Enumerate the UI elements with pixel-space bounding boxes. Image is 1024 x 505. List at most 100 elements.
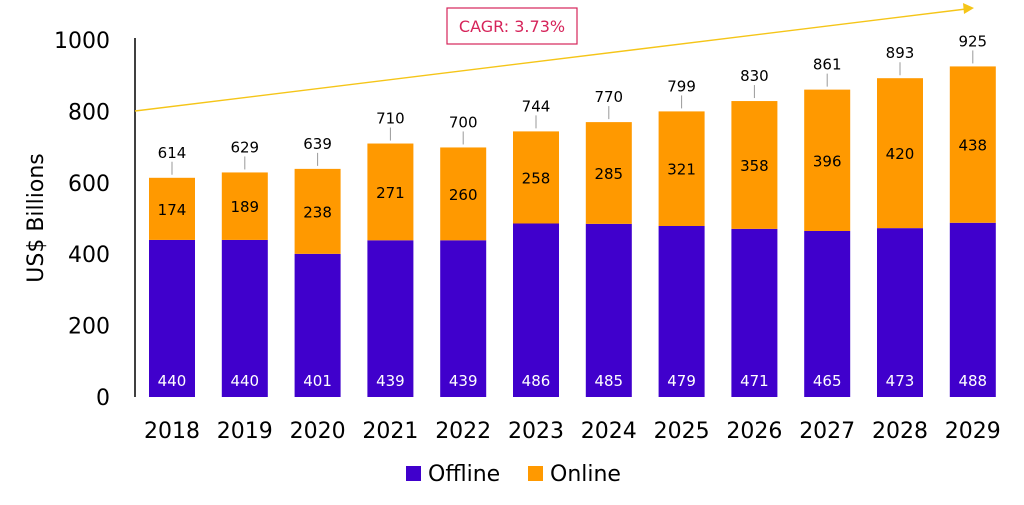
cagr-arrow-line (134, 8, 967, 112)
cagr-box (446, 7, 578, 45)
x-axis: 2018 2019 2020 2021 2022 2023 2024 2025 2026 2027… (144, 419, 1001, 444)
bar-online (440, 147, 487, 241)
x-tick-label: 2023 (508, 419, 564, 444)
total-value-label: 861 (813, 56, 842, 74)
bar-group-2022: 439 260 700 (440, 113, 487, 397)
bar-online (149, 177, 195, 240)
bar-offline (440, 240, 487, 397)
total-value-label: 744 (522, 97, 551, 115)
legend-swatch-offline (406, 466, 421, 481)
bar-group-2027: 465 396 861 (804, 56, 851, 397)
bar-group-2021: 439 271 710 (367, 110, 414, 397)
total-value-label: 830 (740, 67, 769, 85)
offline-value-label: 485 (594, 372, 623, 390)
bar-offline (949, 222, 996, 397)
bar-online (585, 122, 632, 224)
x-tick-label: 2020 (290, 419, 346, 444)
bar-group-2019: 440 189 629 (221, 138, 268, 397)
x-tick-label: 2022 (435, 419, 491, 444)
online-value-label: 438 (958, 137, 987, 155)
online-value-label: 396 (813, 152, 842, 170)
bar-online (221, 172, 268, 240)
bar-online (294, 168, 341, 254)
online-value-label: 271 (376, 184, 405, 202)
total-value-label: 639 (303, 135, 332, 153)
online-value-label: 189 (230, 198, 259, 216)
bar-group-2023: 486 258 744 (513, 97, 559, 397)
offline-value-label: 479 (667, 372, 696, 390)
total-value-label: 799 (667, 77, 696, 95)
x-tick-label: 2027 (799, 419, 855, 444)
total-value-label: 710 (376, 110, 405, 128)
offline-value-label: 439 (376, 372, 405, 390)
online-value-label: 174 (158, 201, 187, 219)
offline-value-label: 471 (740, 372, 769, 390)
bar-online (949, 66, 996, 223)
online-value-label: 238 (303, 203, 332, 221)
bar-offline (877, 228, 923, 397)
y-tick-label: 1000 (54, 29, 110, 54)
bar-offline (221, 239, 268, 397)
y-tick-label: 800 (68, 100, 110, 125)
bar-offline (804, 230, 851, 397)
bar-group-2024: 485 285 770 (585, 88, 632, 397)
x-tick-label: 2025 (654, 419, 710, 444)
x-tick-label: 2026 (726, 419, 782, 444)
bars: 440 174 614 440 189 629 401 238 639 439 271 710 439 2… (149, 32, 996, 397)
x-tick-label: 2024 (581, 419, 637, 444)
total-value-label: 893 (886, 44, 915, 62)
cagr-arrow-head (963, 3, 974, 14)
x-tick-label: 2018 (144, 419, 200, 444)
y-tick-label: 0 (96, 386, 110, 411)
bar-online (367, 143, 414, 241)
bar-group-2026: 471 358 830 (731, 67, 778, 397)
y-tick-label: 600 (68, 172, 110, 197)
bar-offline (731, 228, 778, 397)
y-tick-label: 200 (68, 315, 110, 340)
bar-online (658, 111, 705, 226)
offline-value-label: 440 (158, 372, 187, 390)
bar-online (513, 131, 559, 224)
online-value-label: 258 (522, 169, 551, 187)
bar-online (877, 78, 923, 229)
y-axis-label: US$ Billions (24, 153, 49, 282)
x-tick-label: 2021 (362, 419, 418, 444)
bar-offline (585, 223, 632, 397)
bar-offline (294, 253, 341, 397)
legend-swatch-online (528, 466, 543, 481)
offline-value-label: 473 (886, 372, 915, 390)
x-tick-label: 2028 (872, 419, 928, 444)
total-value-label: 770 (594, 88, 623, 106)
bar-group-2020: 401 238 639 (294, 135, 341, 397)
offline-value-label: 440 (230, 372, 259, 390)
offline-value-label: 486 (522, 372, 551, 390)
bar-group-2025: 479 321 799 (658, 77, 705, 397)
legend-label-offline: Offline (428, 462, 500, 487)
y-tick-label: 400 (68, 243, 110, 268)
bar-online (804, 89, 851, 231)
total-value-label: 614 (158, 144, 187, 162)
cagr-annotation: CAGR: 3.73% (134, 3, 974, 112)
online-value-label: 358 (740, 157, 769, 175)
total-value-label: 700 (449, 113, 478, 131)
bar-group-2029: 488 438 925 (949, 32, 996, 397)
offline-value-label: 488 (958, 372, 987, 390)
bar-group-2028: 473 420 893 (877, 44, 923, 397)
x-tick-label: 2019 (217, 419, 273, 444)
offline-value-label: 401 (303, 372, 332, 390)
online-value-label: 260 (449, 186, 478, 204)
bar-offline (367, 240, 414, 397)
bar-offline (513, 223, 559, 397)
bar-online (731, 101, 778, 229)
cagr-label: CAGR: 3.73% (459, 17, 565, 36)
total-value-label: 925 (958, 32, 987, 50)
offline-value-label: 439 (449, 372, 478, 390)
legend: Offline Online (406, 462, 621, 487)
online-value-label: 285 (594, 165, 623, 183)
bar-offline (658, 225, 705, 397)
bar-group-2018: 440 174 614 (149, 144, 195, 397)
x-tick-label: 2029 (945, 419, 1001, 444)
y-axis: 0 200 400 600 800 1000 (54, 29, 136, 411)
online-value-label: 420 (886, 145, 915, 163)
